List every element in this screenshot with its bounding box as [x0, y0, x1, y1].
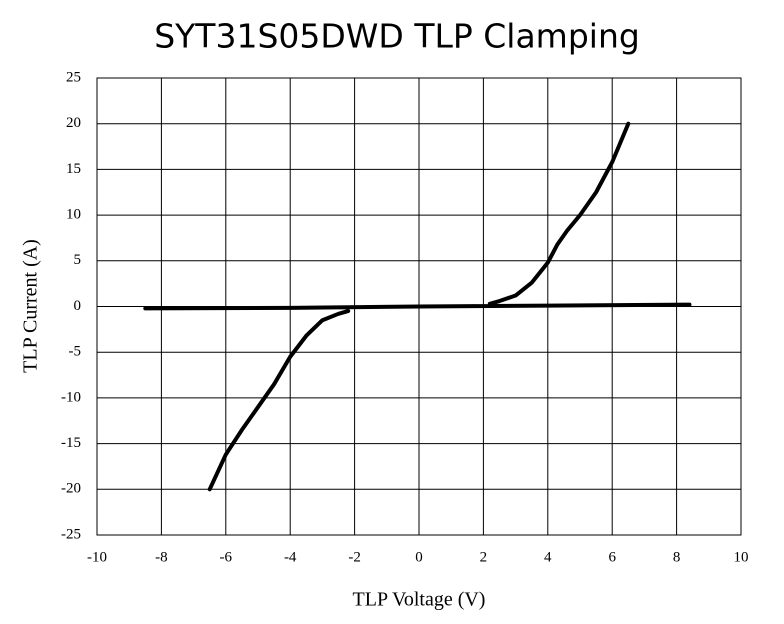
y-axis-title: TLP Current (A): [20, 239, 42, 373]
x-tick-label: -2: [348, 549, 361, 565]
y-tick-label: 0: [74, 298, 82, 314]
chart-title: SYT31S05DWD TLP Clamping: [154, 17, 640, 56]
y-tick-label: -20: [61, 481, 81, 497]
y-tick-label: 10: [66, 207, 81, 223]
x-tick-label: -8: [155, 549, 168, 565]
x-tick-label: -10: [87, 549, 107, 565]
x-tick-label: 4: [544, 549, 552, 565]
y-tick-label: 5: [74, 252, 82, 268]
y-tick-label: -5: [69, 344, 82, 360]
x-tick-label: 8: [673, 549, 681, 565]
x-tick-label: 6: [608, 549, 616, 565]
data-line: [143, 121, 692, 492]
x-axis-title: TLP Voltage (V): [353, 589, 486, 611]
y-tick-label: 15: [66, 161, 81, 177]
x-tick-label: -6: [220, 549, 233, 565]
x-tick-label: 2: [480, 549, 488, 565]
y-tick-label: -25: [61, 526, 81, 542]
x-tick-label: 10: [734, 549, 749, 565]
y-tick-label: -15: [61, 435, 81, 451]
x-tick-label: 0: [415, 549, 423, 565]
y-tick-label: 25: [66, 69, 81, 85]
y-tick-label: -10: [61, 389, 81, 405]
x-tick-label: -4: [284, 549, 297, 565]
y-tick-label: 20: [66, 115, 81, 131]
